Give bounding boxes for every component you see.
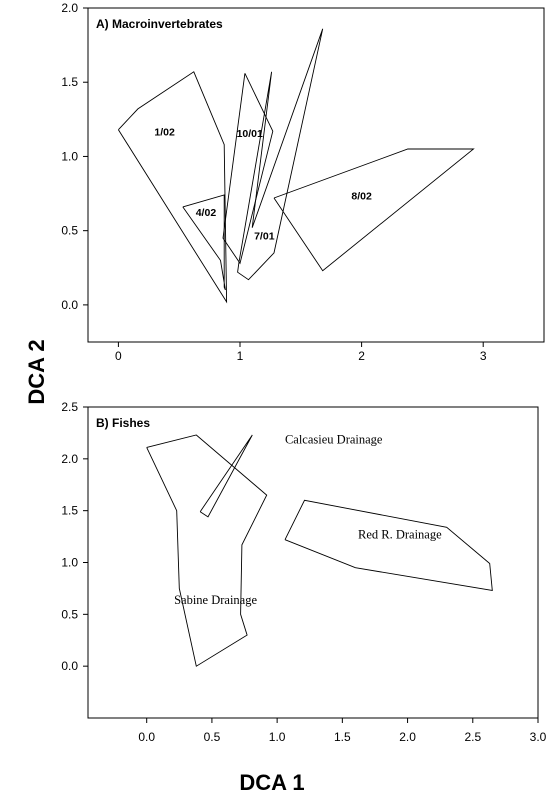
y-tick-label: 1.0 <box>61 556 78 570</box>
plot-frame <box>87 7 545 343</box>
hull-1-02 <box>118 71 228 304</box>
hull-label-7-01: 7/01 <box>254 231 275 243</box>
y-tick-label: 0.5 <box>61 224 78 238</box>
hull-label-8-02: 8/02 <box>351 190 372 202</box>
x-tick-label: 1 <box>237 349 244 363</box>
hull-label-1-02: 1/02 <box>154 127 175 139</box>
hull-label-10-01: 10/01 <box>237 128 263 140</box>
panel-macroinvertebrates: 0.0 0.5 1.0 1.5 2.0 0 1 2 3 A) Macroinvertebrates… <box>61 1 545 363</box>
hull-label-4-02: 4/02 <box>196 207 217 219</box>
hull-4-02 <box>182 194 226 291</box>
x-axis-title: DCA 1 <box>239 770 304 795</box>
panel-title: B) Fishes <box>96 416 150 430</box>
y-tick-label: 2.5 <box>61 400 78 414</box>
x-tick-label: 0.0 <box>138 730 155 744</box>
hull-label-calcasieu-drainage: Calcasieu Drainage <box>285 432 383 446</box>
hull-red-r-drainage <box>284 499 493 592</box>
x-tick-label: 2.5 <box>464 730 481 744</box>
y-tick-label: 2.0 <box>61 1 78 15</box>
y-tick-label: 0.0 <box>61 298 78 312</box>
panel-fishes: 0.0 0.5 1.0 1.5 2.0 2.5 0.0 0.5 1.0 1.5 2.0 2.5 3.0 B… <box>61 400 546 744</box>
x-tick-label: 0.5 <box>204 730 221 744</box>
y-tick-label: 1.0 <box>61 149 78 163</box>
y-tick-label: 2.0 <box>61 452 78 466</box>
panel-title: A) Macroinvertebrates <box>96 17 223 31</box>
y-tick-label: 0.5 <box>61 607 78 621</box>
hull-label-sabine-drainage: Sabine Drainage <box>174 593 257 607</box>
x-tick-label: 2.0 <box>399 730 416 744</box>
x-tick-label: 3 <box>480 349 487 363</box>
hull-7-01 <box>237 28 324 281</box>
y-axis-title: DCA 2 <box>24 339 49 404</box>
hull-calcasieu-drainage <box>199 434 253 518</box>
plot-frame <box>87 406 539 719</box>
hull-sabine-drainage <box>146 434 268 667</box>
x-tick-label: 3.0 <box>530 730 547 744</box>
y-tick-label: 0.0 <box>61 659 78 673</box>
x-tick-label: 1.5 <box>334 730 351 744</box>
hull-label-red-r-drainage: Red R. Drainage <box>358 528 442 542</box>
y-tick-label: 1.5 <box>61 504 78 518</box>
y-tick-label: 1.5 <box>61 75 78 89</box>
hull-10-01 <box>222 73 274 265</box>
x-tick-label: 2 <box>358 349 365 363</box>
hull-8-02 <box>273 148 475 272</box>
x-tick-label: 0 <box>115 349 122 363</box>
x-tick-label: 1.0 <box>269 730 286 744</box>
